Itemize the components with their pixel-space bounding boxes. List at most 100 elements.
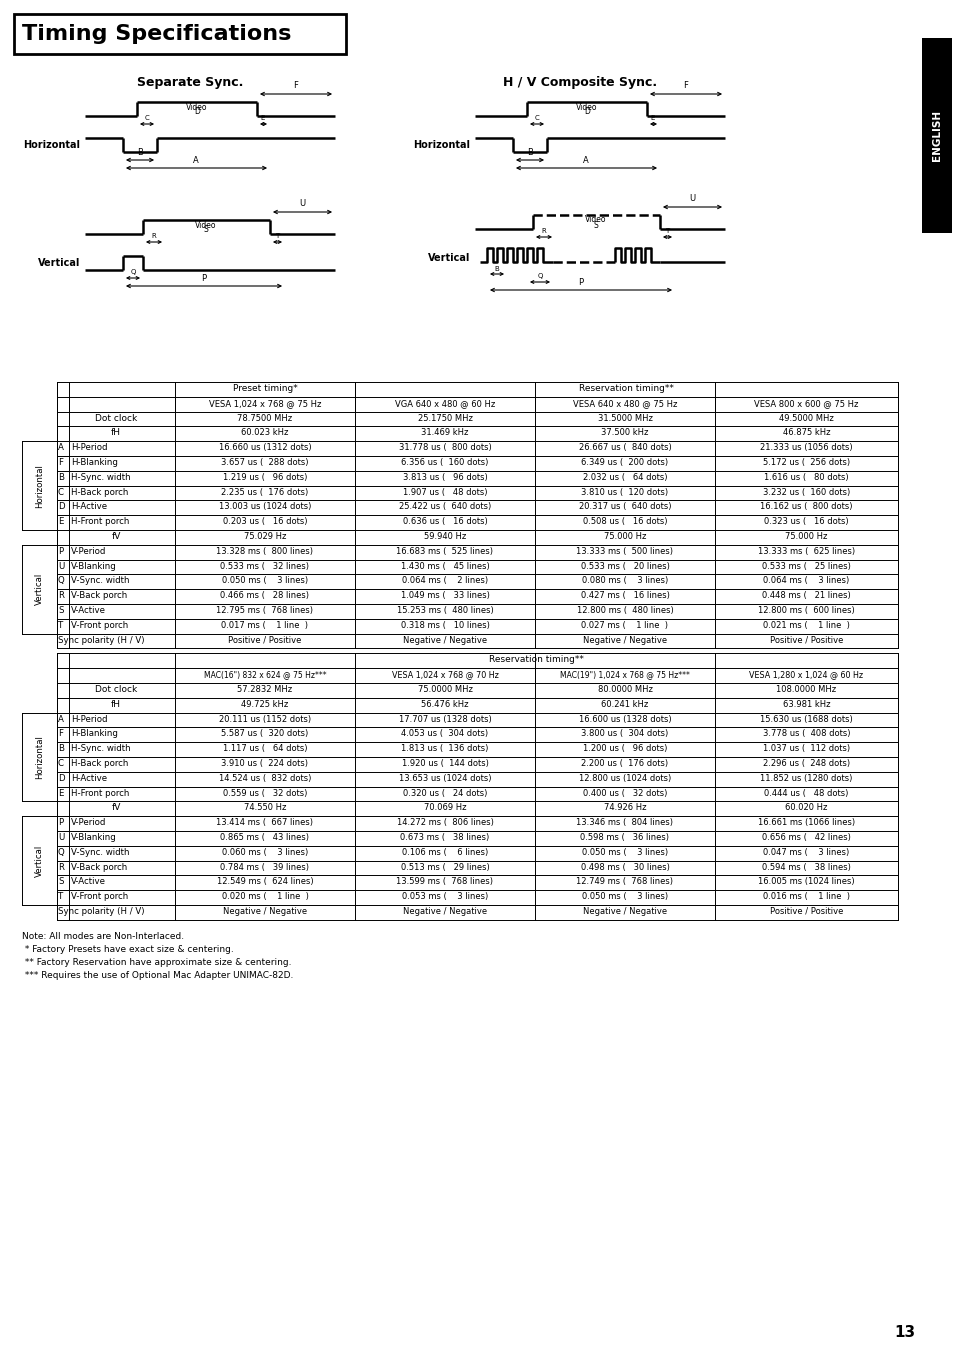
Text: 0.466 ms (   28 lines): 0.466 ms ( 28 lines) (220, 591, 309, 601)
Text: 57.2832 MHz: 57.2832 MHz (237, 685, 293, 694)
Text: 74.926 Hz: 74.926 Hz (603, 803, 645, 812)
Text: 1.430 ms (   45 lines): 1.430 ms ( 45 lines) (400, 561, 489, 571)
Text: 108.0000 MHz: 108.0000 MHz (776, 685, 836, 694)
Text: 14.272 ms (  806 lines): 14.272 ms ( 806 lines) (396, 818, 493, 827)
Text: 0.047 ms (    3 lines): 0.047 ms ( 3 lines) (762, 848, 849, 857)
Text: 0.050 ms (    3 lines): 0.050 ms ( 3 lines) (222, 576, 308, 586)
Text: Horizontal: Horizontal (35, 735, 44, 778)
Text: 0.053 ms (    3 lines): 0.053 ms ( 3 lines) (401, 892, 488, 902)
Text: 25.1750 MHz: 25.1750 MHz (417, 414, 472, 423)
Text: P: P (578, 278, 583, 287)
Text: 1.907 us (   48 dots): 1.907 us ( 48 dots) (402, 488, 487, 496)
Text: 16.600 us (1328 dots): 16.600 us (1328 dots) (578, 715, 671, 724)
Text: 12.795 ms (  768 lines): 12.795 ms ( 768 lines) (216, 606, 314, 616)
Text: Positive / Positive: Positive / Positive (769, 907, 842, 917)
Text: 0.656 ms (   42 lines): 0.656 ms ( 42 lines) (761, 833, 850, 842)
Text: Negative / Negative: Negative / Negative (402, 907, 487, 917)
Text: V-Back porch: V-Back porch (71, 862, 127, 872)
Text: VGA 640 x 480 @ 60 Hz: VGA 640 x 480 @ 60 Hz (395, 399, 495, 408)
Text: T: T (58, 621, 63, 629)
Text: MAC(19") 1,024 x 768 @ 75 Hz***: MAC(19") 1,024 x 768 @ 75 Hz*** (559, 670, 689, 679)
Text: 80.0000 MHz: 80.0000 MHz (597, 685, 652, 694)
Text: 12.800 ms (  480 lines): 12.800 ms ( 480 lines) (576, 606, 673, 616)
Text: VESA 1,024 x 768 @ 70 Hz: VESA 1,024 x 768 @ 70 Hz (391, 670, 497, 679)
Text: Video: Video (195, 221, 216, 229)
Text: 0.050 ms (    3 lines): 0.050 ms ( 3 lines) (581, 848, 667, 857)
Text: H-Sync. width: H-Sync. width (71, 744, 131, 753)
Text: 3.657 us (  288 dots): 3.657 us ( 288 dots) (221, 458, 309, 466)
Text: Video: Video (576, 103, 598, 111)
Text: 0.594 ms (   38 lines): 0.594 ms ( 38 lines) (761, 862, 850, 872)
Text: 1.037 us (  112 dots): 1.037 us ( 112 dots) (762, 744, 849, 753)
Text: Sync polarity (H / V): Sync polarity (H / V) (58, 636, 144, 644)
Text: 75.029 Hz: 75.029 Hz (244, 532, 286, 541)
Text: V-Front porch: V-Front porch (71, 621, 128, 629)
Text: 31.778 us (  800 dots): 31.778 us ( 800 dots) (398, 443, 491, 452)
Text: F: F (58, 730, 63, 739)
Text: B: B (494, 266, 498, 273)
Text: 60.023 kHz: 60.023 kHz (241, 428, 289, 438)
Text: 1.117 us (   64 dots): 1.117 us ( 64 dots) (222, 744, 307, 753)
Text: 3.232 us (  160 dots): 3.232 us ( 160 dots) (762, 488, 849, 496)
Text: ** Factory Reservation have approximate size & centering.: ** Factory Reservation have approximate … (22, 957, 292, 967)
Text: P: P (58, 546, 63, 556)
Text: 20.317 us (  640 dots): 20.317 us ( 640 dots) (578, 503, 671, 511)
Text: 5.587 us (  320 dots): 5.587 us ( 320 dots) (221, 730, 309, 739)
Text: 0.427 ms (   16 lines): 0.427 ms ( 16 lines) (580, 591, 669, 601)
Text: Horizontal: Horizontal (413, 140, 470, 151)
Text: 0.673 ms (   38 lines): 0.673 ms ( 38 lines) (400, 833, 489, 842)
Text: Note: All modes are Non-Interlaced.: Note: All modes are Non-Interlaced. (22, 932, 184, 941)
Text: Separate Sync.: Separate Sync. (136, 76, 243, 89)
Text: 13: 13 (894, 1325, 915, 1340)
Text: VESA 800 x 600 @ 75 Hz: VESA 800 x 600 @ 75 Hz (754, 399, 858, 408)
Text: H-Blanking: H-Blanking (71, 730, 118, 739)
Text: 0.444 us (   48 dots): 0.444 us ( 48 dots) (763, 789, 848, 797)
Text: V-Period: V-Period (71, 818, 107, 827)
Text: 0.508 us (   16 dots): 0.508 us ( 16 dots) (582, 517, 666, 526)
Text: F: F (58, 458, 63, 466)
Text: 6.349 us (  200 dots): 6.349 us ( 200 dots) (580, 458, 668, 466)
Text: Reservation timing**: Reservation timing** (578, 384, 673, 393)
Text: V-Sync. width: V-Sync. width (71, 576, 130, 586)
Text: Horizontal: Horizontal (35, 464, 44, 507)
Text: 75.0000 MHz: 75.0000 MHz (417, 685, 472, 694)
Text: U: U (58, 561, 64, 571)
Text: 46.875 kHz: 46.875 kHz (781, 428, 829, 438)
Text: A: A (582, 156, 588, 165)
Text: 20.111 us (1152 dots): 20.111 us (1152 dots) (218, 715, 311, 724)
Text: 12.549 ms (  624 lines): 12.549 ms ( 624 lines) (216, 877, 313, 887)
Text: Q: Q (131, 268, 135, 275)
Text: C: C (58, 759, 64, 767)
Text: V-Active: V-Active (71, 877, 106, 887)
Text: Positive / Positive: Positive / Positive (769, 636, 842, 644)
Text: Q: Q (58, 848, 65, 857)
Text: Q: Q (58, 576, 65, 586)
Text: D: D (193, 107, 200, 117)
Text: H-Front porch: H-Front porch (71, 517, 130, 526)
Text: 0.320 us (   24 dots): 0.320 us ( 24 dots) (402, 789, 487, 797)
Text: 14.524 us (  832 dots): 14.524 us ( 832 dots) (218, 774, 311, 782)
Text: V-Blanking: V-Blanking (71, 833, 116, 842)
Text: 2.032 us (   64 dots): 2.032 us ( 64 dots) (582, 473, 666, 481)
Text: MAC(16") 832 x 624 @ 75 Hz***: MAC(16") 832 x 624 @ 75 Hz*** (204, 670, 326, 679)
Text: 0.533 ms (   32 lines): 0.533 ms ( 32 lines) (220, 561, 309, 571)
Text: Vertical: Vertical (427, 254, 470, 263)
Text: D: D (58, 774, 65, 782)
Text: 2.235 us (  176 dots): 2.235 us ( 176 dots) (221, 488, 309, 496)
Text: 0.050 ms (    3 lines): 0.050 ms ( 3 lines) (581, 892, 667, 902)
Text: 1.813 us (  136 dots): 1.813 us ( 136 dots) (401, 744, 488, 753)
Text: VESA 640 x 480 @ 75 Hz: VESA 640 x 480 @ 75 Hz (572, 399, 677, 408)
Text: B: B (58, 744, 64, 753)
Text: Dot clock: Dot clock (94, 685, 137, 694)
Text: Dot clock: Dot clock (94, 414, 137, 423)
Text: 16.660 us (1312 dots): 16.660 us (1312 dots) (218, 443, 311, 452)
Text: T: T (58, 892, 63, 902)
Text: T: T (274, 233, 279, 239)
Text: D: D (583, 107, 589, 117)
Text: VESA 1,024 x 768 @ 75 Hz: VESA 1,024 x 768 @ 75 Hz (209, 399, 321, 408)
Text: D: D (58, 503, 65, 511)
Text: 16.661 ms (1066 lines): 16.661 ms (1066 lines) (757, 818, 854, 827)
Text: 4.053 us (  304 dots): 4.053 us ( 304 dots) (401, 730, 488, 739)
Text: 13.346 ms (  804 lines): 13.346 ms ( 804 lines) (576, 818, 673, 827)
Text: 0.021 ms (    1 line  ): 0.021 ms ( 1 line ) (762, 621, 849, 629)
